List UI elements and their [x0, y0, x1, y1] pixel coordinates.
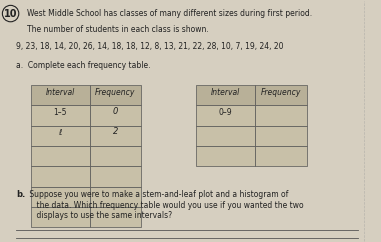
Text: ℓ: ℓ — [58, 128, 62, 137]
FancyBboxPatch shape — [31, 85, 90, 106]
Text: 1–5: 1–5 — [53, 108, 67, 117]
Text: 9, 23, 18, 14, 20, 26, 14, 18, 18, 12, 8, 13, 21, 22, 28, 10, 7, 19, 24, 20: 9, 23, 18, 14, 20, 26, 14, 18, 18, 12, 8… — [16, 42, 283, 51]
Text: a.  Complete each frequency table.: a. Complete each frequency table. — [16, 61, 150, 70]
FancyBboxPatch shape — [31, 207, 90, 227]
Text: West Middle School has classes of many different sizes during first period.: West Middle School has classes of many d… — [27, 8, 312, 18]
Text: Suppose you were to make a stem-and-leaf plot and a histogram of
    the data. W: Suppose you were to make a stem-and-leaf… — [27, 190, 304, 220]
FancyBboxPatch shape — [196, 85, 255, 106]
FancyBboxPatch shape — [90, 85, 141, 106]
FancyBboxPatch shape — [90, 106, 141, 126]
FancyBboxPatch shape — [255, 126, 307, 146]
Text: The number of students in each class is shown.: The number of students in each class is … — [27, 25, 209, 34]
FancyBboxPatch shape — [196, 126, 255, 146]
FancyBboxPatch shape — [196, 106, 255, 126]
FancyBboxPatch shape — [255, 106, 307, 126]
Text: Frequency: Frequency — [261, 88, 301, 97]
FancyBboxPatch shape — [196, 146, 255, 166]
FancyBboxPatch shape — [90, 207, 141, 227]
FancyBboxPatch shape — [31, 126, 90, 146]
Text: Interval: Interval — [211, 88, 240, 97]
FancyBboxPatch shape — [90, 146, 141, 166]
FancyBboxPatch shape — [255, 146, 307, 166]
FancyBboxPatch shape — [255, 85, 307, 106]
Text: 2: 2 — [113, 127, 118, 136]
Text: b.: b. — [16, 190, 26, 199]
Text: 0–9: 0–9 — [219, 108, 232, 117]
FancyBboxPatch shape — [31, 146, 90, 166]
FancyBboxPatch shape — [90, 126, 141, 146]
Text: Frequency: Frequency — [95, 88, 136, 97]
FancyBboxPatch shape — [90, 166, 141, 187]
Text: 10: 10 — [4, 8, 17, 19]
FancyBboxPatch shape — [90, 187, 141, 207]
FancyBboxPatch shape — [31, 187, 90, 207]
FancyBboxPatch shape — [31, 106, 90, 126]
Text: Interval: Interval — [46, 88, 75, 97]
Text: 0: 0 — [113, 107, 118, 116]
FancyBboxPatch shape — [31, 166, 90, 187]
